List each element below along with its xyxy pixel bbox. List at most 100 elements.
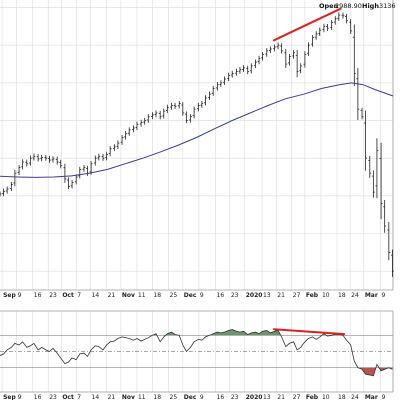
x-tick-label-bottom: Dec [184,394,197,400]
oscillator-line [0,329,393,377]
price-bar [189,114,192,123]
price-bar [17,164,21,176]
price-bar [311,35,315,47]
price-bar [151,112,154,120]
x-tick-label: 25 [170,292,178,299]
x-tick-label-bottom: 9 [200,394,204,400]
price-bar [143,117,147,125]
price-bar [249,63,253,74]
x-tick-label-bottom: 21 [108,394,116,400]
price-bar [254,59,257,68]
price-bar [82,164,86,172]
price-bar [36,154,40,162]
moving-average-line [0,82,394,178]
price-header: Open 2988.90 High 3136 [319,2,396,10]
x-tick-label-bottom: Oct [62,394,74,400]
x-tick-label: 14 [92,292,100,299]
price-bar [170,102,173,110]
price-bar [200,100,204,108]
price-bar [318,27,322,36]
x-tick-label-bottom: 24 [351,394,359,400]
price-bar [44,154,48,161]
price-bar [120,134,124,145]
price-bar [0,191,2,197]
price-bar [2,188,5,197]
x-tick-label: 9 [200,292,204,299]
price-bar [322,23,326,33]
price-bar [284,48,288,68]
price-bar [131,125,135,133]
price-bar [208,91,211,100]
price-bar [227,72,231,82]
price-bar [162,108,166,119]
price-bar [273,44,276,52]
x-tick-label-bottom: 14 [92,394,100,400]
price-bar [67,177,70,190]
price-bar [292,50,295,59]
price-trendline [272,7,342,42]
price-bar [135,121,139,131]
x-tick-label-bottom: 7 [77,394,81,400]
price-bar [371,170,375,198]
x-tick-label: 21 [277,292,285,299]
price-bar [127,127,131,136]
price-bar [86,165,89,176]
price-bar [59,159,63,169]
x-tick-label: 11 [138,292,146,299]
x-tick-label: Oct [62,292,74,299]
x-tick-label-bottom: 9 [18,394,22,400]
price-bar [215,82,219,91]
price-bar [360,107,364,120]
price-bar [48,155,51,163]
x-tick-label-bottom: 23 [231,394,239,400]
price-bar [97,153,101,161]
price-bar [287,53,291,66]
x-tick-label: 23 [231,292,239,299]
price-bar [261,51,264,61]
x-tick-label: Feb [306,292,319,299]
grid-lines [0,0,393,392]
price-bar [21,159,25,170]
osc-trendline [272,328,346,336]
price-bar [326,24,329,31]
price-bar [375,138,379,199]
x-tick-label-bottom: 13 [263,394,271,400]
price-bar [158,110,162,120]
price-bar [246,65,250,75]
price-bar [124,131,128,140]
price-bar [257,55,261,65]
price-bar [25,159,29,167]
price-bar [280,43,284,54]
price-bar [352,24,356,87]
price-bar [391,249,394,277]
price-bar [276,42,280,50]
price-bar [268,46,272,54]
price-bar [333,16,337,25]
price-bar [204,95,207,106]
x-tick-label-bottom: Nov [122,394,135,400]
price-bar [177,100,181,109]
price-bar [299,63,303,74]
price-bar [192,106,196,119]
x-tick-label: 10 [322,292,330,299]
x-tick-label: 16 [34,292,42,299]
price-bar [242,65,245,73]
price-bar [28,155,32,166]
osc-overbought-fill [165,332,180,336]
x-tick-label: Mar [365,292,378,299]
price-bar [116,140,120,149]
price-bar [146,114,150,123]
x-tick-label-bottom: 21 [277,394,285,400]
price-bar [383,199,387,233]
x-tick-label-bottom: 27 [293,394,301,400]
price-bar [368,155,372,178]
x-tick-label: 21 [108,292,116,299]
price-bar [345,13,348,24]
x-tick-label: 23 [49,292,57,299]
x-tick-label-bottom: 18 [338,394,346,400]
x-tick-label: Dec [184,292,197,299]
x-tick-label: 7 [77,292,81,299]
price-bar [238,67,242,74]
